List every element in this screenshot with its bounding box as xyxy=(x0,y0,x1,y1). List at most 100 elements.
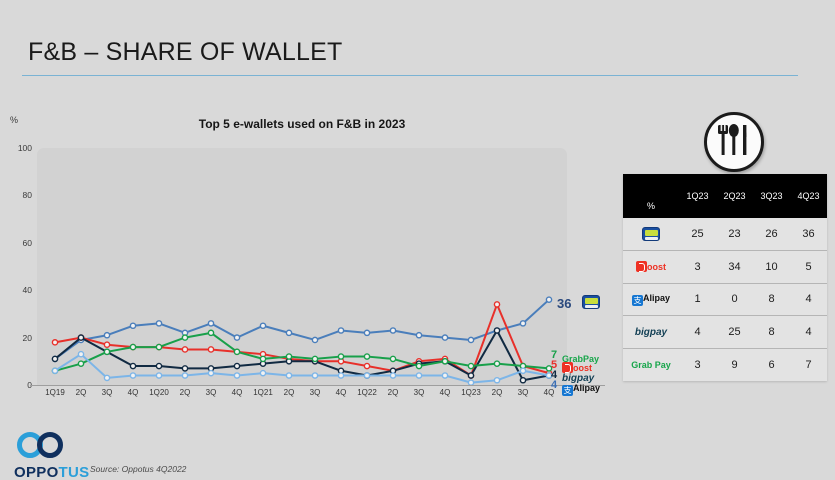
data-point xyxy=(233,334,241,341)
grabpay-logo-text: GrabPay xyxy=(562,354,600,364)
table-cell-value: 4 xyxy=(679,315,716,349)
x-tick-label: 2Q xyxy=(491,388,503,397)
data-point xyxy=(259,355,267,363)
data-point xyxy=(259,322,267,330)
endlabel-tng: 36 xyxy=(557,296,572,311)
table-cell-value: 36 xyxy=(790,218,827,252)
data-point xyxy=(233,348,241,356)
table-cell-value: 9 xyxy=(716,348,753,381)
data-point xyxy=(129,322,137,330)
table-cell-value: 25 xyxy=(716,315,753,349)
x-tick-label: 3Q xyxy=(205,388,217,397)
page-title: F&B – SHARE OF WALLET xyxy=(28,38,343,66)
x-tick-label: 4Q xyxy=(127,388,139,397)
data-point xyxy=(337,353,345,360)
data-point xyxy=(311,355,319,363)
data-point xyxy=(285,329,293,337)
oppotus-word-part2: TUS xyxy=(58,464,90,480)
table-cell-value: 34 xyxy=(716,250,753,284)
data-point xyxy=(181,365,189,372)
data-point xyxy=(467,372,475,379)
table-row: 支 Alipay 1 0 8 4 xyxy=(623,283,827,317)
oppotus-logo: OPPOTUS xyxy=(14,432,90,480)
data-point xyxy=(233,362,241,370)
data-point xyxy=(155,343,163,351)
alipay-logo-icon: 支 xyxy=(562,385,573,396)
cutlery-icon xyxy=(704,112,764,172)
table-corner-label: % xyxy=(623,174,679,218)
table-cell-value: 1 xyxy=(679,283,716,317)
table-cell-value: 8 xyxy=(753,283,790,317)
data-point xyxy=(337,372,345,379)
data-table: % 1Q23 2Q23 3Q23 4Q23 25 23 26 36 oost 3 34 10 5 支 Al… xyxy=(623,174,827,381)
data-point xyxy=(103,331,111,339)
table-body: 25 23 26 36 oost 3 34 10 5 支 Alipay 1 0 8 4 bigpay 4 25 8 4… xyxy=(623,218,827,381)
x-tick-label: 4Q xyxy=(439,388,451,397)
table-col-header: 2Q23 xyxy=(716,174,753,218)
data-point xyxy=(493,360,501,367)
y-tick-label: 20 xyxy=(22,332,32,343)
table-cell-wallet xyxy=(623,218,679,252)
table-cell-value: 8 xyxy=(753,315,790,349)
data-point xyxy=(467,379,475,385)
x-tick-label: 3Q xyxy=(101,388,113,397)
bigpay-logo-icon: bigpay xyxy=(634,327,668,339)
y-tick-label: 100 xyxy=(17,143,32,153)
table-col-header: 1Q23 xyxy=(679,174,716,218)
x-tick-label: 2Q xyxy=(75,388,87,397)
x-tick-label: 2Q xyxy=(387,388,399,397)
data-point xyxy=(441,357,449,365)
grabpay-logo-icon: Grab Pay xyxy=(631,359,671,370)
data-point xyxy=(207,320,215,327)
tng-logo-icon xyxy=(642,227,660,242)
data-point xyxy=(103,348,111,356)
bigpay-logo-text: bigpay xyxy=(562,373,595,384)
table-cell-value: 7 xyxy=(790,348,827,381)
data-point xyxy=(389,355,397,363)
x-tick-label: 1Q19 xyxy=(45,388,65,397)
data-point xyxy=(415,331,423,339)
data-point xyxy=(181,372,189,379)
data-point xyxy=(415,362,423,370)
endlabel-bigpay: 4 xyxy=(551,369,558,381)
data-point xyxy=(181,334,189,341)
title-divider xyxy=(22,75,798,76)
data-point xyxy=(181,346,189,353)
data-point xyxy=(311,336,319,344)
data-point xyxy=(493,376,501,384)
x-tick-label: 2Q xyxy=(283,388,295,397)
x-tick-label: 3Q xyxy=(309,388,321,397)
table-row: 25 23 26 36 xyxy=(623,218,827,252)
table-col-header: 4Q23 xyxy=(790,174,827,218)
boost-logo-icon: oost xyxy=(636,260,666,273)
data-point xyxy=(155,362,163,370)
data-point xyxy=(129,362,137,370)
table-col-header: 3Q23 xyxy=(753,174,790,218)
data-point xyxy=(545,296,553,303)
table-cell-value: 23 xyxy=(716,218,753,252)
data-point xyxy=(519,320,527,327)
data-point xyxy=(389,372,397,379)
data-point xyxy=(51,367,59,375)
y-tick-label: 80 xyxy=(22,190,32,201)
table-row: Grab Pay 3 9 6 7 xyxy=(623,348,827,381)
data-point xyxy=(363,372,371,379)
endlogo-grabpay: GrabPay xyxy=(562,349,599,367)
data-point xyxy=(285,372,293,379)
data-point xyxy=(311,372,319,379)
data-point xyxy=(77,334,85,341)
oppotus-word-part1: OPPO xyxy=(14,464,59,480)
quarterly-summary-table: % 1Q23 2Q23 3Q23 4Q23 25 23 26 36 oost 3 34 10 5 支 Al… xyxy=(623,174,827,381)
alipay-logo-icon: 支 Alipay xyxy=(631,293,670,307)
series-touch-n-go xyxy=(51,296,553,363)
endlabel-alipay: 4 xyxy=(551,379,558,391)
data-point xyxy=(51,355,59,363)
data-point xyxy=(155,372,163,379)
y-axis: 0 20 40 60 80 100 xyxy=(0,143,37,390)
data-point xyxy=(129,343,137,351)
data-point xyxy=(467,336,475,344)
data-point xyxy=(363,362,371,370)
x-tick-label: 4Q xyxy=(231,388,243,397)
table-cell-wallet: 支 Alipay xyxy=(623,283,679,317)
